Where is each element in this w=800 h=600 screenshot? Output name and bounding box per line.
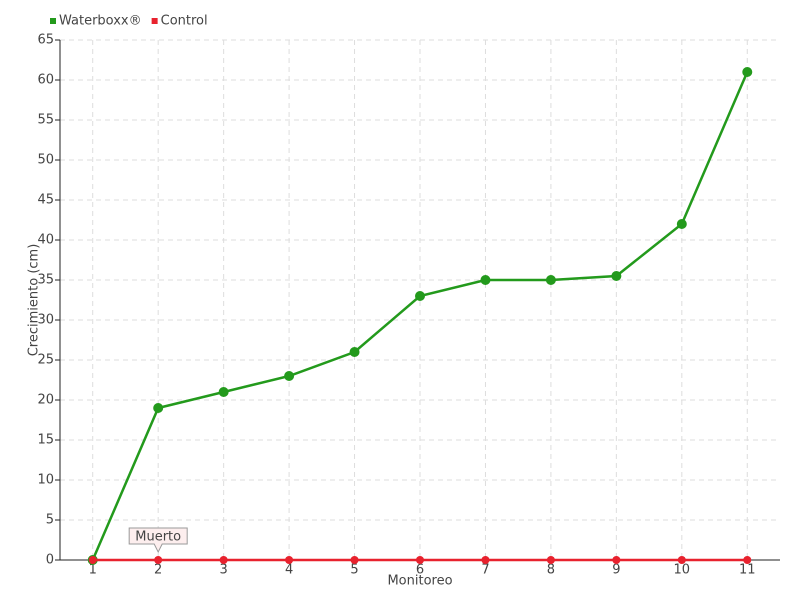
y-tick-label: 50 bbox=[37, 153, 54, 168]
point bbox=[546, 556, 555, 564]
x-axis-label: Monitoreo bbox=[387, 574, 452, 589]
y-tick-label: 0 bbox=[46, 553, 54, 568]
y-tick-label: 5 bbox=[46, 513, 54, 528]
y-tick-label: 20 bbox=[37, 393, 54, 408]
y-tick-label: 60 bbox=[37, 73, 54, 88]
point bbox=[349, 347, 360, 357]
point bbox=[285, 556, 294, 564]
legend-swatch bbox=[151, 18, 158, 24]
x-tick-label: 8 bbox=[547, 563, 555, 578]
y-tick-label: 40 bbox=[37, 233, 54, 248]
legend-label: Control bbox=[161, 14, 208, 29]
y-tick-label: 65 bbox=[37, 33, 54, 48]
point bbox=[480, 275, 491, 285]
annotation: Muerto bbox=[135, 530, 181, 545]
point bbox=[153, 403, 164, 413]
y-tick-label: 25 bbox=[37, 353, 54, 368]
annotation-box bbox=[128, 527, 188, 554]
series-line bbox=[91, 71, 749, 561]
point bbox=[676, 219, 687, 229]
y-tick-label: 15 bbox=[37, 433, 54, 448]
point bbox=[743, 556, 752, 564]
point bbox=[677, 556, 686, 564]
x-tick-label: 11 bbox=[739, 563, 756, 578]
x-tick-label: 6 bbox=[416, 563, 424, 578]
point bbox=[742, 67, 753, 77]
point bbox=[481, 556, 490, 564]
x-tick-label: 7 bbox=[481, 563, 489, 578]
point bbox=[88, 556, 97, 564]
legend-swatch bbox=[50, 18, 56, 24]
point bbox=[218, 387, 229, 397]
point bbox=[284, 371, 295, 381]
x-tick-label: 10 bbox=[674, 563, 691, 578]
x-tick-label: 5 bbox=[350, 563, 358, 578]
y-tick-label: 45 bbox=[37, 193, 54, 208]
legend-label: Waterboxx® bbox=[59, 14, 142, 29]
point bbox=[154, 556, 163, 564]
x-tick-label: 2 bbox=[154, 563, 162, 578]
y-tick-label: 10 bbox=[37, 473, 54, 488]
point bbox=[612, 556, 621, 564]
point bbox=[611, 271, 622, 281]
y-tick-label: 55 bbox=[37, 113, 54, 128]
x-tick-label: 3 bbox=[219, 563, 227, 578]
x-tick-label: 1 bbox=[89, 563, 97, 578]
point bbox=[350, 556, 359, 564]
y-axis-label: Crecimiento (cm) bbox=[27, 244, 42, 357]
point bbox=[545, 275, 556, 285]
y-tick-label: 35 bbox=[37, 273, 54, 288]
x-tick-label: 9 bbox=[612, 563, 620, 578]
point bbox=[415, 291, 425, 301]
point bbox=[416, 556, 424, 564]
y-tick-label: 30 bbox=[37, 313, 54, 328]
x-tick-label: 4 bbox=[285, 563, 293, 578]
point bbox=[219, 556, 228, 564]
